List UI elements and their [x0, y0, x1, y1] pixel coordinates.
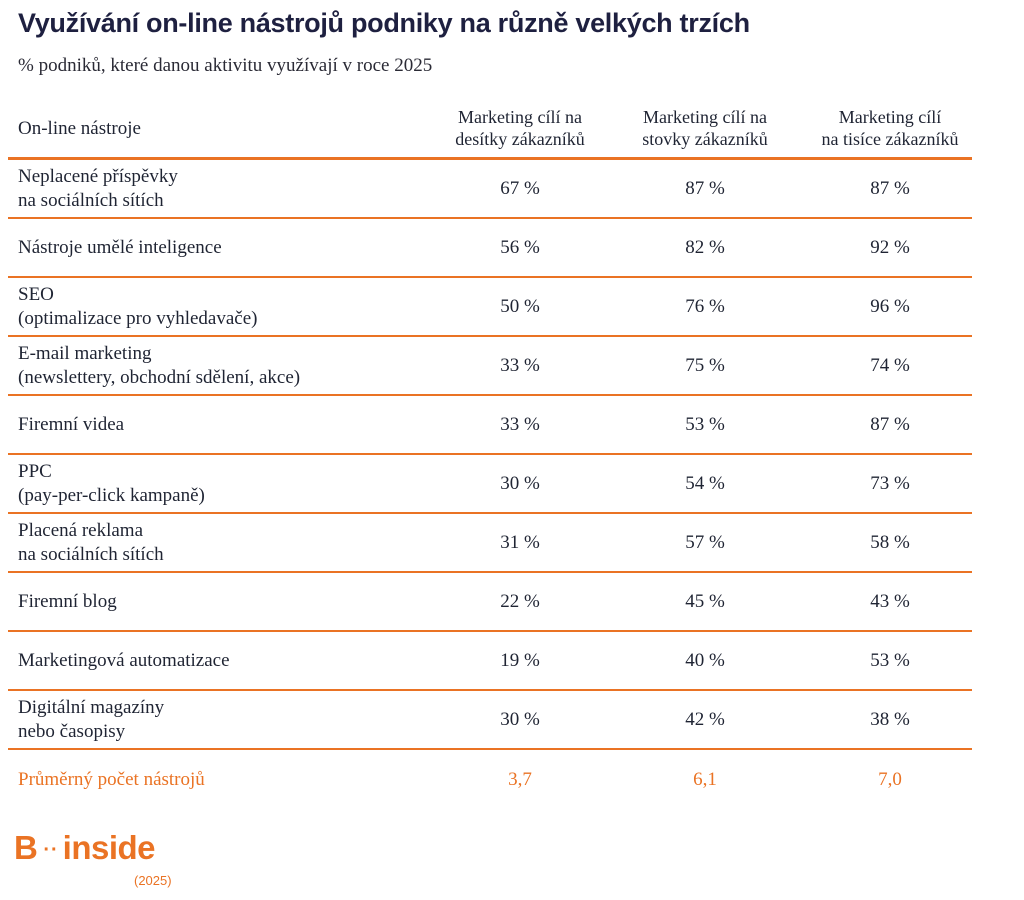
cell-value: 54 % [685, 472, 725, 494]
page-title: Využívání on-line nástrojů podniky na rů… [18, 8, 750, 38]
row-label: Placená reklama na sociálních sítích [18, 519, 164, 565]
table-row: Placená reklama na sociálních sítích 31 … [8, 514, 972, 573]
cell-value: 82 % [685, 236, 725, 258]
cell-value: 53 % [870, 649, 910, 671]
cell-value: 33 % [500, 413, 540, 435]
cell-value: 73 % [870, 472, 910, 494]
row-label: Marketingová automatizace [18, 649, 230, 671]
cell-value: 96 % [870, 295, 910, 317]
logo-word: inside [62, 829, 156, 866]
row-label: Digitální magazíny nebo časopisy [18, 696, 165, 742]
cell-value: 87 % [870, 177, 910, 199]
cell-value: 40 % [685, 649, 725, 671]
cell-value: 31 % [500, 531, 540, 553]
cell-value: 74 % [870, 354, 910, 376]
cell-value: 22 % [500, 590, 540, 612]
cell-value: 67 % [500, 177, 540, 199]
cell-value: 75 % [685, 354, 725, 376]
average-label: Průměrný počet nástrojů [18, 769, 205, 790]
cell-value: 87 % [685, 177, 725, 199]
cell-value: 50 % [500, 295, 540, 317]
table-header: On-line nástroje Marketing cílí na desít… [8, 100, 972, 160]
cell-value: 58 % [870, 531, 910, 553]
cell-value: 38 % [870, 708, 910, 730]
row-label: PPC (pay-per-click kampaně) [18, 460, 205, 506]
cell-value: 56 % [500, 236, 540, 258]
cell-value: 42 % [685, 708, 725, 730]
cell-value: 45 % [685, 590, 725, 612]
table-row: Digitální magazíny nebo časopisy 30 % 42… [8, 691, 972, 750]
cell-value: 30 % [500, 472, 540, 494]
column-header-hundreds: Marketing cílí na stovky zákazníků [642, 107, 768, 149]
cell-value: 92 % [870, 236, 910, 258]
row-label: Firemní blog [18, 590, 117, 612]
logo-dots: ·· [43, 839, 59, 862]
usage-table: On-line nástroje Marketing cílí na desít… [8, 100, 972, 810]
page-subtitle: % podniků, které danou aktivitu využívaj… [18, 55, 433, 76]
cell-value: 30 % [500, 708, 540, 730]
table-row: PPC (pay-per-click kampaně) 30 % 54 % 73… [8, 455, 972, 514]
row-label: Firemní videa [18, 413, 125, 435]
row-label: E-mail marketing (newslettery, obchodní … [18, 342, 301, 388]
table-row: Neplacené příspěvky na sociálních sítích… [8, 160, 972, 219]
row-label: SEO (optimalizace pro vyhledavače) [18, 283, 258, 329]
cell-value: 76 % [685, 295, 725, 317]
logo-year: (2025) [134, 873, 172, 888]
average-row: Průměrný počet nástrojů 3,7 6,1 7,0 [8, 750, 972, 810]
logo-letter: B [14, 829, 38, 866]
row-label: Nástroje umělé inteligence [18, 236, 222, 258]
table-row: Firemní blog 22 % 45 % 43 % [8, 573, 972, 632]
row-label: Neplacené příspěvky na sociálních sítích [18, 165, 178, 211]
column-header-tools: On-line nástroje [18, 118, 141, 139]
binside-logo: B ·· inside [14, 828, 156, 870]
cell-value: 53 % [685, 413, 725, 435]
cell-value: 19 % [500, 649, 540, 671]
column-header-tens: Marketing cílí na desítky zákazníků [455, 107, 585, 149]
average-value: 3,7 [508, 769, 532, 790]
table-row: E-mail marketing (newslettery, obchodní … [8, 337, 972, 396]
table-row: Firemní videa 33 % 53 % 87 % [8, 396, 972, 455]
cell-value: 87 % [870, 413, 910, 435]
average-value: 7,0 [878, 769, 902, 790]
average-value: 6,1 [693, 769, 717, 790]
cell-value: 57 % [685, 531, 725, 553]
table-row: Nástroje umělé inteligence 56 % 82 % 92 … [8, 219, 972, 278]
table-row: Marketingová automatizace 19 % 40 % 53 % [8, 632, 972, 691]
cell-value: 43 % [870, 590, 910, 612]
table-row: SEO (optimalizace pro vyhledavače) 50 % … [8, 278, 972, 337]
column-header-thousands: Marketing cílí na tisíce zákazníků [821, 107, 959, 149]
cell-value: 33 % [500, 354, 540, 376]
